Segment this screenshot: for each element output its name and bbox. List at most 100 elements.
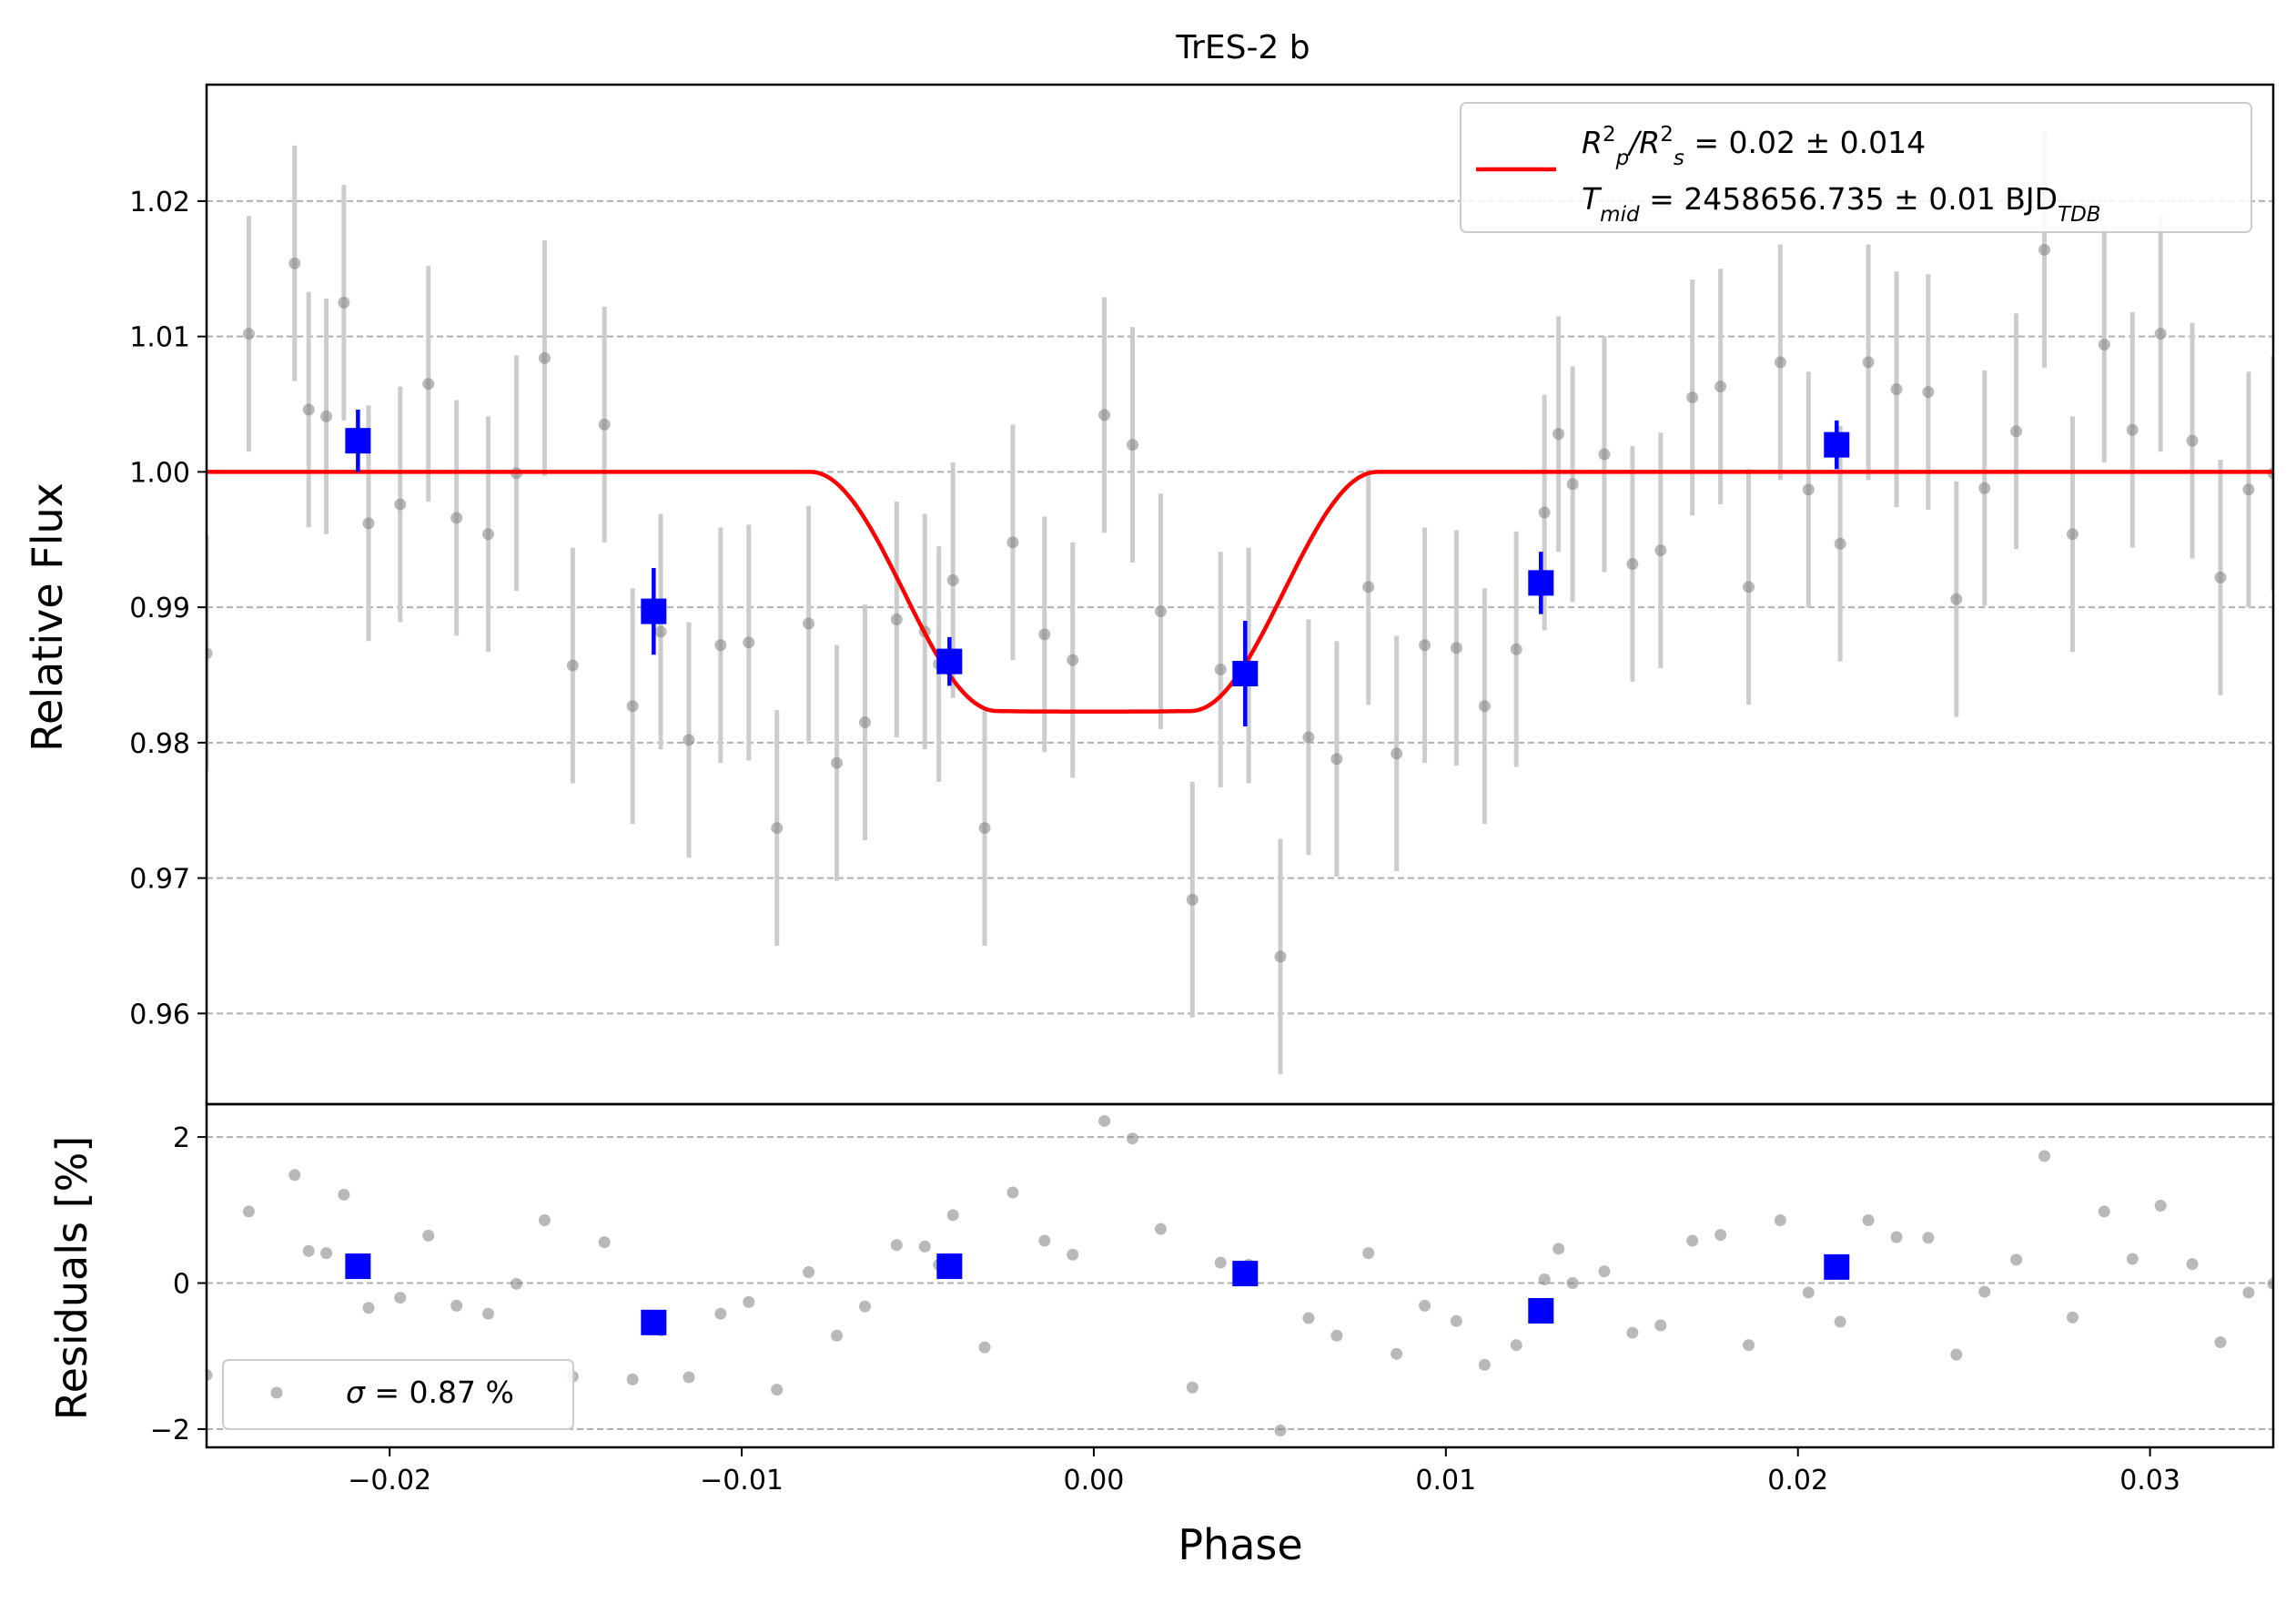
raw-data-point: [450, 512, 463, 524]
raw-data-point: [598, 418, 611, 431]
residual-point: [2038, 1150, 2051, 1162]
raw-data-point: [1714, 380, 1727, 393]
residual-point: [890, 1239, 903, 1252]
residual-point: [918, 1240, 931, 1253]
binned-data-point: [1232, 661, 1259, 687]
residual-point: [743, 1295, 755, 1308]
residual-point: [1419, 1299, 1431, 1312]
raw-data-point: [1098, 409, 1111, 421]
raw-data-point: [1686, 391, 1699, 404]
residual-point: [288, 1169, 301, 1182]
residual-point: [1098, 1114, 1111, 1127]
raw-data-point: [1186, 893, 1199, 906]
binned-data-point: [936, 648, 963, 675]
x-tick-label: −0.02: [348, 1465, 431, 1496]
top-y-tick-label: 1.00: [129, 457, 190, 489]
residual-point: [1862, 1214, 1875, 1227]
residual-point: [1214, 1256, 1227, 1269]
residual-point: [2186, 1258, 2199, 1271]
top-y-tick-label: 1.01: [129, 322, 190, 354]
residual-point: [2267, 1277, 2273, 1290]
residual-point: [1154, 1223, 1167, 1235]
top-legend-box: [1460, 102, 2252, 233]
raw-data-point: [803, 617, 815, 630]
residual-point: [1714, 1229, 1727, 1242]
residual-point: [1598, 1265, 1611, 1278]
raw-data-point: [978, 822, 991, 835]
raw-data-point: [1553, 428, 1565, 441]
raw-data-point: [771, 822, 784, 835]
binned-residual-point: [936, 1253, 963, 1280]
residual-point: [2010, 1253, 2023, 1266]
residual-point: [598, 1236, 611, 1249]
residual-point: [1450, 1314, 1462, 1327]
residual-point: [1006, 1186, 1019, 1199]
residual-point: [2066, 1311, 2079, 1324]
residual-point: [1626, 1326, 1639, 1339]
top-y-tick-label: 1.02: [129, 187, 190, 218]
residual-point: [1654, 1319, 1667, 1332]
residual-point: [207, 1369, 213, 1382]
residual-point: [394, 1292, 407, 1304]
raw-data-point: [2186, 434, 2199, 447]
residual-point: [320, 1247, 333, 1260]
residual-point: [1362, 1247, 1375, 1260]
residual-point: [538, 1214, 551, 1227]
bottom-y-tick-label: −2: [150, 1415, 190, 1446]
x-tick-label: 0.01: [1415, 1465, 1476, 1496]
bottom-plot-area: [207, 1114, 2273, 1437]
top-plot-area: [207, 132, 2273, 1075]
flux-panel: 0.96 0.97 0.98 0.99 1.00 1.01 1.02 R2p/R2s = 0.…: [129, 83, 2275, 1106]
top-y-tick-label: 0.99: [129, 593, 190, 624]
residual-point: [2098, 1205, 2110, 1218]
raw-data-point: [1274, 950, 1287, 963]
raw-data-point: [654, 625, 667, 638]
raw-data-point: [683, 734, 695, 746]
top-y-axis-label: Relative Flux: [23, 482, 72, 752]
residual-point: [626, 1373, 639, 1385]
raw-data-point: [2214, 571, 2227, 583]
x-axis: −0.02 −0.01 0.00 0.01 0.02 0.03: [348, 1447, 2180, 1496]
binned-data-point: [641, 598, 667, 624]
residual-point: [482, 1307, 495, 1320]
residual-point: [714, 1307, 727, 1320]
residual-point: [450, 1299, 463, 1312]
raw-data-point: [858, 716, 871, 729]
residual-point: [831, 1329, 844, 1342]
raw-data-point: [1067, 654, 1079, 666]
residual-point: [978, 1341, 991, 1354]
chart-title: TrES-2 b: [1175, 29, 1310, 66]
binned-data-point: [1824, 431, 1850, 458]
x-tick-label: −0.01: [700, 1465, 784, 1496]
raw-data-point: [320, 410, 333, 422]
raw-data-point: [2010, 425, 2023, 438]
raw-data-point: [1214, 664, 1227, 676]
residual-point: [683, 1371, 695, 1384]
raw-data-point: [1802, 483, 1815, 496]
x-axis-label: Phase: [1178, 1520, 1302, 1569]
bottom-y-tick-label: 0: [173, 1269, 190, 1301]
residual-point: [1774, 1214, 1786, 1227]
residual-point: [1802, 1286, 1815, 1299]
legend-depth-label: R2p/R2s = 0.02 ± 0.014: [1582, 123, 1926, 170]
residual-point: [1890, 1231, 1903, 1243]
residual-point: [1510, 1339, 1522, 1352]
raw-data-point: [1478, 700, 1491, 713]
raw-data-point: [1538, 506, 1551, 519]
binned-residual-point: [641, 1309, 667, 1335]
raw-data-point: [1626, 558, 1639, 571]
raw-data-point: [1834, 537, 1846, 550]
residual-point: [1566, 1277, 1579, 1290]
legend-residual-marker: [270, 1386, 283, 1399]
bottom-y-axis-label: Residuals [%]: [47, 1136, 96, 1420]
raw-data-point: [288, 257, 301, 269]
raw-data-point: [1890, 383, 1903, 396]
raw-data-point: [743, 636, 755, 649]
raw-data-point: [2126, 423, 2139, 436]
raw-data-point: [946, 573, 959, 586]
raw-data-point: [1774, 356, 1786, 369]
bottom-legend: σ = 0.87 %: [222, 1359, 574, 1430]
raw-data-point: [2154, 328, 2167, 340]
x-tick-label: 0.02: [1767, 1465, 1828, 1496]
raw-data-point: [1154, 605, 1167, 618]
